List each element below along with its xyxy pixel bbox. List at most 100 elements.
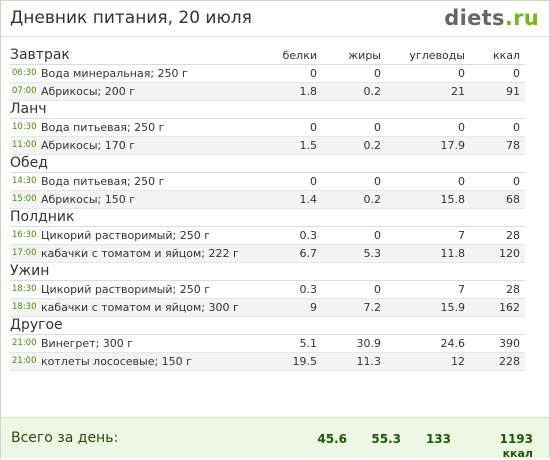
food-name: Цикорий растворимый; 250 г: [41, 226, 277, 245]
fat-value: 0.2: [317, 136, 381, 155]
protein-value: 1.8: [277, 82, 317, 101]
food-row[interactable]: 07:00 Абрикосы; 200 г 1.8 0.2 21 91: [10, 82, 525, 101]
fat-value: 0: [317, 226, 381, 245]
food-name: Цикорий растворимый; 250 г: [41, 280, 277, 299]
total-protein: 45.6: [317, 432, 347, 446]
protein-value: 1.4: [277, 190, 317, 209]
fat-value: 0.2: [317, 82, 381, 101]
carbs-value: 12: [381, 352, 465, 371]
food-row[interactable]: 17:00 кабачки с томатом и яйцом; 222 г 6.7…: [10, 244, 525, 263]
meal-name: Ланч: [10, 100, 525, 119]
food-row[interactable]: 18:30 кабачки с томатом и яйцом; 300 г 9 7.…: [10, 298, 525, 317]
meal-header-row: Полдник: [10, 208, 525, 227]
food-name: Вода питьевая; 250 г: [41, 172, 277, 191]
entry-time: 06:30: [10, 64, 41, 83]
meals-table: Завтрак белки жиры углеводы ккал 06:30 Вода ми…: [10, 47, 525, 371]
total-label: Всего за день:: [11, 430, 119, 446]
fat-value: 0: [317, 280, 381, 299]
carbs-value: 0: [381, 118, 465, 137]
protein-value: 19.5: [277, 352, 317, 371]
kcal-value: 228: [465, 352, 525, 371]
kcal-value: 78: [465, 136, 525, 155]
page-title: Дневник питания, 20 июля: [10, 8, 252, 28]
food-row[interactable]: 21:00 котлеты лососевые; 150 г 19.5 11.3 12 2…: [10, 352, 525, 371]
kcal-value: 0: [465, 118, 525, 137]
protein-value: 0: [277, 64, 317, 83]
meal-name: Полдник: [10, 208, 525, 227]
total-kcal-unit: ккал: [502, 447, 533, 460]
total-kcal-value: 1193: [499, 432, 533, 446]
entry-time: 21:00: [10, 334, 41, 353]
meal-header-row: Обед: [10, 154, 525, 173]
meal-name: Другое: [10, 316, 525, 335]
fat-value: 0: [317, 64, 381, 83]
food-row[interactable]: 18:30 Цикорий растворимый; 250 г 0.3 0 7 28: [10, 280, 525, 299]
entry-time: 07:00: [10, 82, 41, 101]
column-header: белки: [277, 47, 317, 65]
entry-time: 16:30: [10, 226, 41, 245]
kcal-value: 28: [465, 226, 525, 245]
kcal-value: 0: [465, 172, 525, 191]
column-header: ккал: [465, 47, 525, 65]
meal-header-row: Ужин: [10, 262, 525, 281]
fat-value: 11.3: [317, 352, 381, 371]
daily-total-bar: Всего за день: 45.6 55.3 133 1193 ккал: [1, 417, 549, 460]
entry-time: 21:00: [10, 352, 41, 371]
carbs-value: 7: [381, 226, 465, 245]
carbs-value: 21: [381, 82, 465, 101]
meal-name: Завтрак: [10, 47, 277, 65]
carbs-value: 0: [381, 64, 465, 83]
kcal-value: 0: [465, 64, 525, 83]
kcal-value: 28: [465, 280, 525, 299]
fat-value: 5.3: [317, 244, 381, 263]
fat-value: 7.2: [317, 298, 381, 317]
site-logo[interactable]: diets.ru: [444, 6, 539, 30]
food-name: Абрикосы; 170 г: [41, 136, 277, 155]
protein-value: 5.1: [277, 334, 317, 353]
entry-time: 17:00: [10, 244, 41, 263]
food-row[interactable]: 11:00 Абрикосы; 170 г 1.5 0.2 17.9 78: [10, 136, 525, 155]
protein-value: 0.3: [277, 280, 317, 299]
protein-value: 6.7: [277, 244, 317, 263]
protein-value: 9: [277, 298, 317, 317]
food-row[interactable]: 21:00 Винегрет; 300 г 5.1 30.9 24.6 390: [10, 334, 525, 353]
fat-value: 30.9: [317, 334, 381, 353]
protein-value: 1.5: [277, 136, 317, 155]
logo-name: diets: [444, 6, 505, 30]
logo-tld: .ru: [504, 6, 539, 30]
total-kcal: 1193 ккал: [471, 432, 533, 460]
food-name: Вода минеральная; 250 г: [41, 64, 277, 83]
food-name: кабачки с томатом и яйцом; 300 г: [41, 298, 277, 317]
column-header: углеводы: [381, 47, 465, 65]
food-row[interactable]: 16:30 Цикорий растворимый; 250 г 0.3 0 7 28: [10, 226, 525, 245]
carbs-value: 17.9: [381, 136, 465, 155]
entry-time: 14:30: [10, 172, 41, 191]
protein-value: 0: [277, 172, 317, 191]
kcal-value: 162: [465, 298, 525, 317]
carbs-value: 24.6: [381, 334, 465, 353]
food-name: Абрикосы; 200 г: [41, 82, 277, 101]
header-divider: [1, 36, 549, 37]
meal-header-row: Ланч: [10, 100, 525, 119]
kcal-value: 68: [465, 190, 525, 209]
entry-time: 15:00: [10, 190, 41, 209]
meal-name: Обед: [10, 154, 525, 173]
food-name: котлеты лососевые; 150 г: [41, 352, 277, 371]
entry-time: 11:00: [10, 136, 41, 155]
food-name: кабачки с томатом и яйцом; 222 г: [41, 244, 277, 263]
fat-value: 0.2: [317, 190, 381, 209]
carbs-value: 11.8: [381, 244, 465, 263]
carbs-value: 0: [381, 172, 465, 191]
entry-time: 18:30: [10, 298, 41, 317]
food-name: Винегрет; 300 г: [41, 334, 277, 353]
entry-time: 18:30: [10, 280, 41, 299]
food-row[interactable]: 15:00 Абрикосы; 150 г 1.4 0.2 15.8 68: [10, 190, 525, 209]
carbs-value: 15.9: [381, 298, 465, 317]
fat-value: 0: [317, 118, 381, 137]
carbs-value: 7: [381, 280, 465, 299]
fat-value: 0: [317, 172, 381, 191]
